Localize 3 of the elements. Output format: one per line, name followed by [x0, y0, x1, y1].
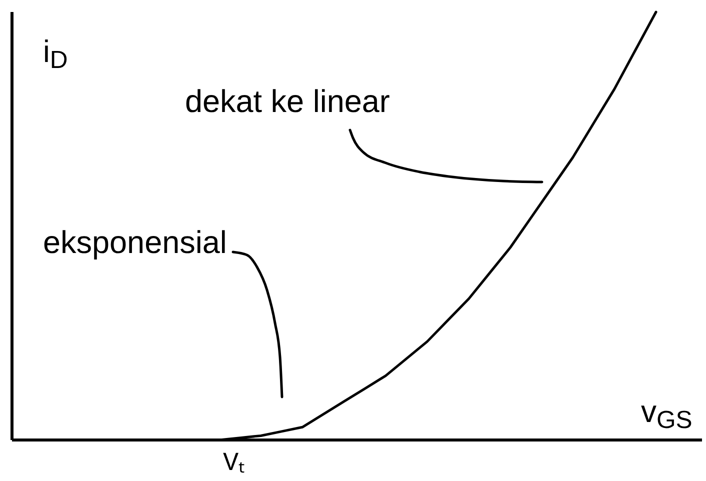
text: Vₜ [223, 448, 245, 478]
annotation: eksponensial [43, 224, 227, 260]
annotation: dekat ke linear [185, 83, 390, 119]
